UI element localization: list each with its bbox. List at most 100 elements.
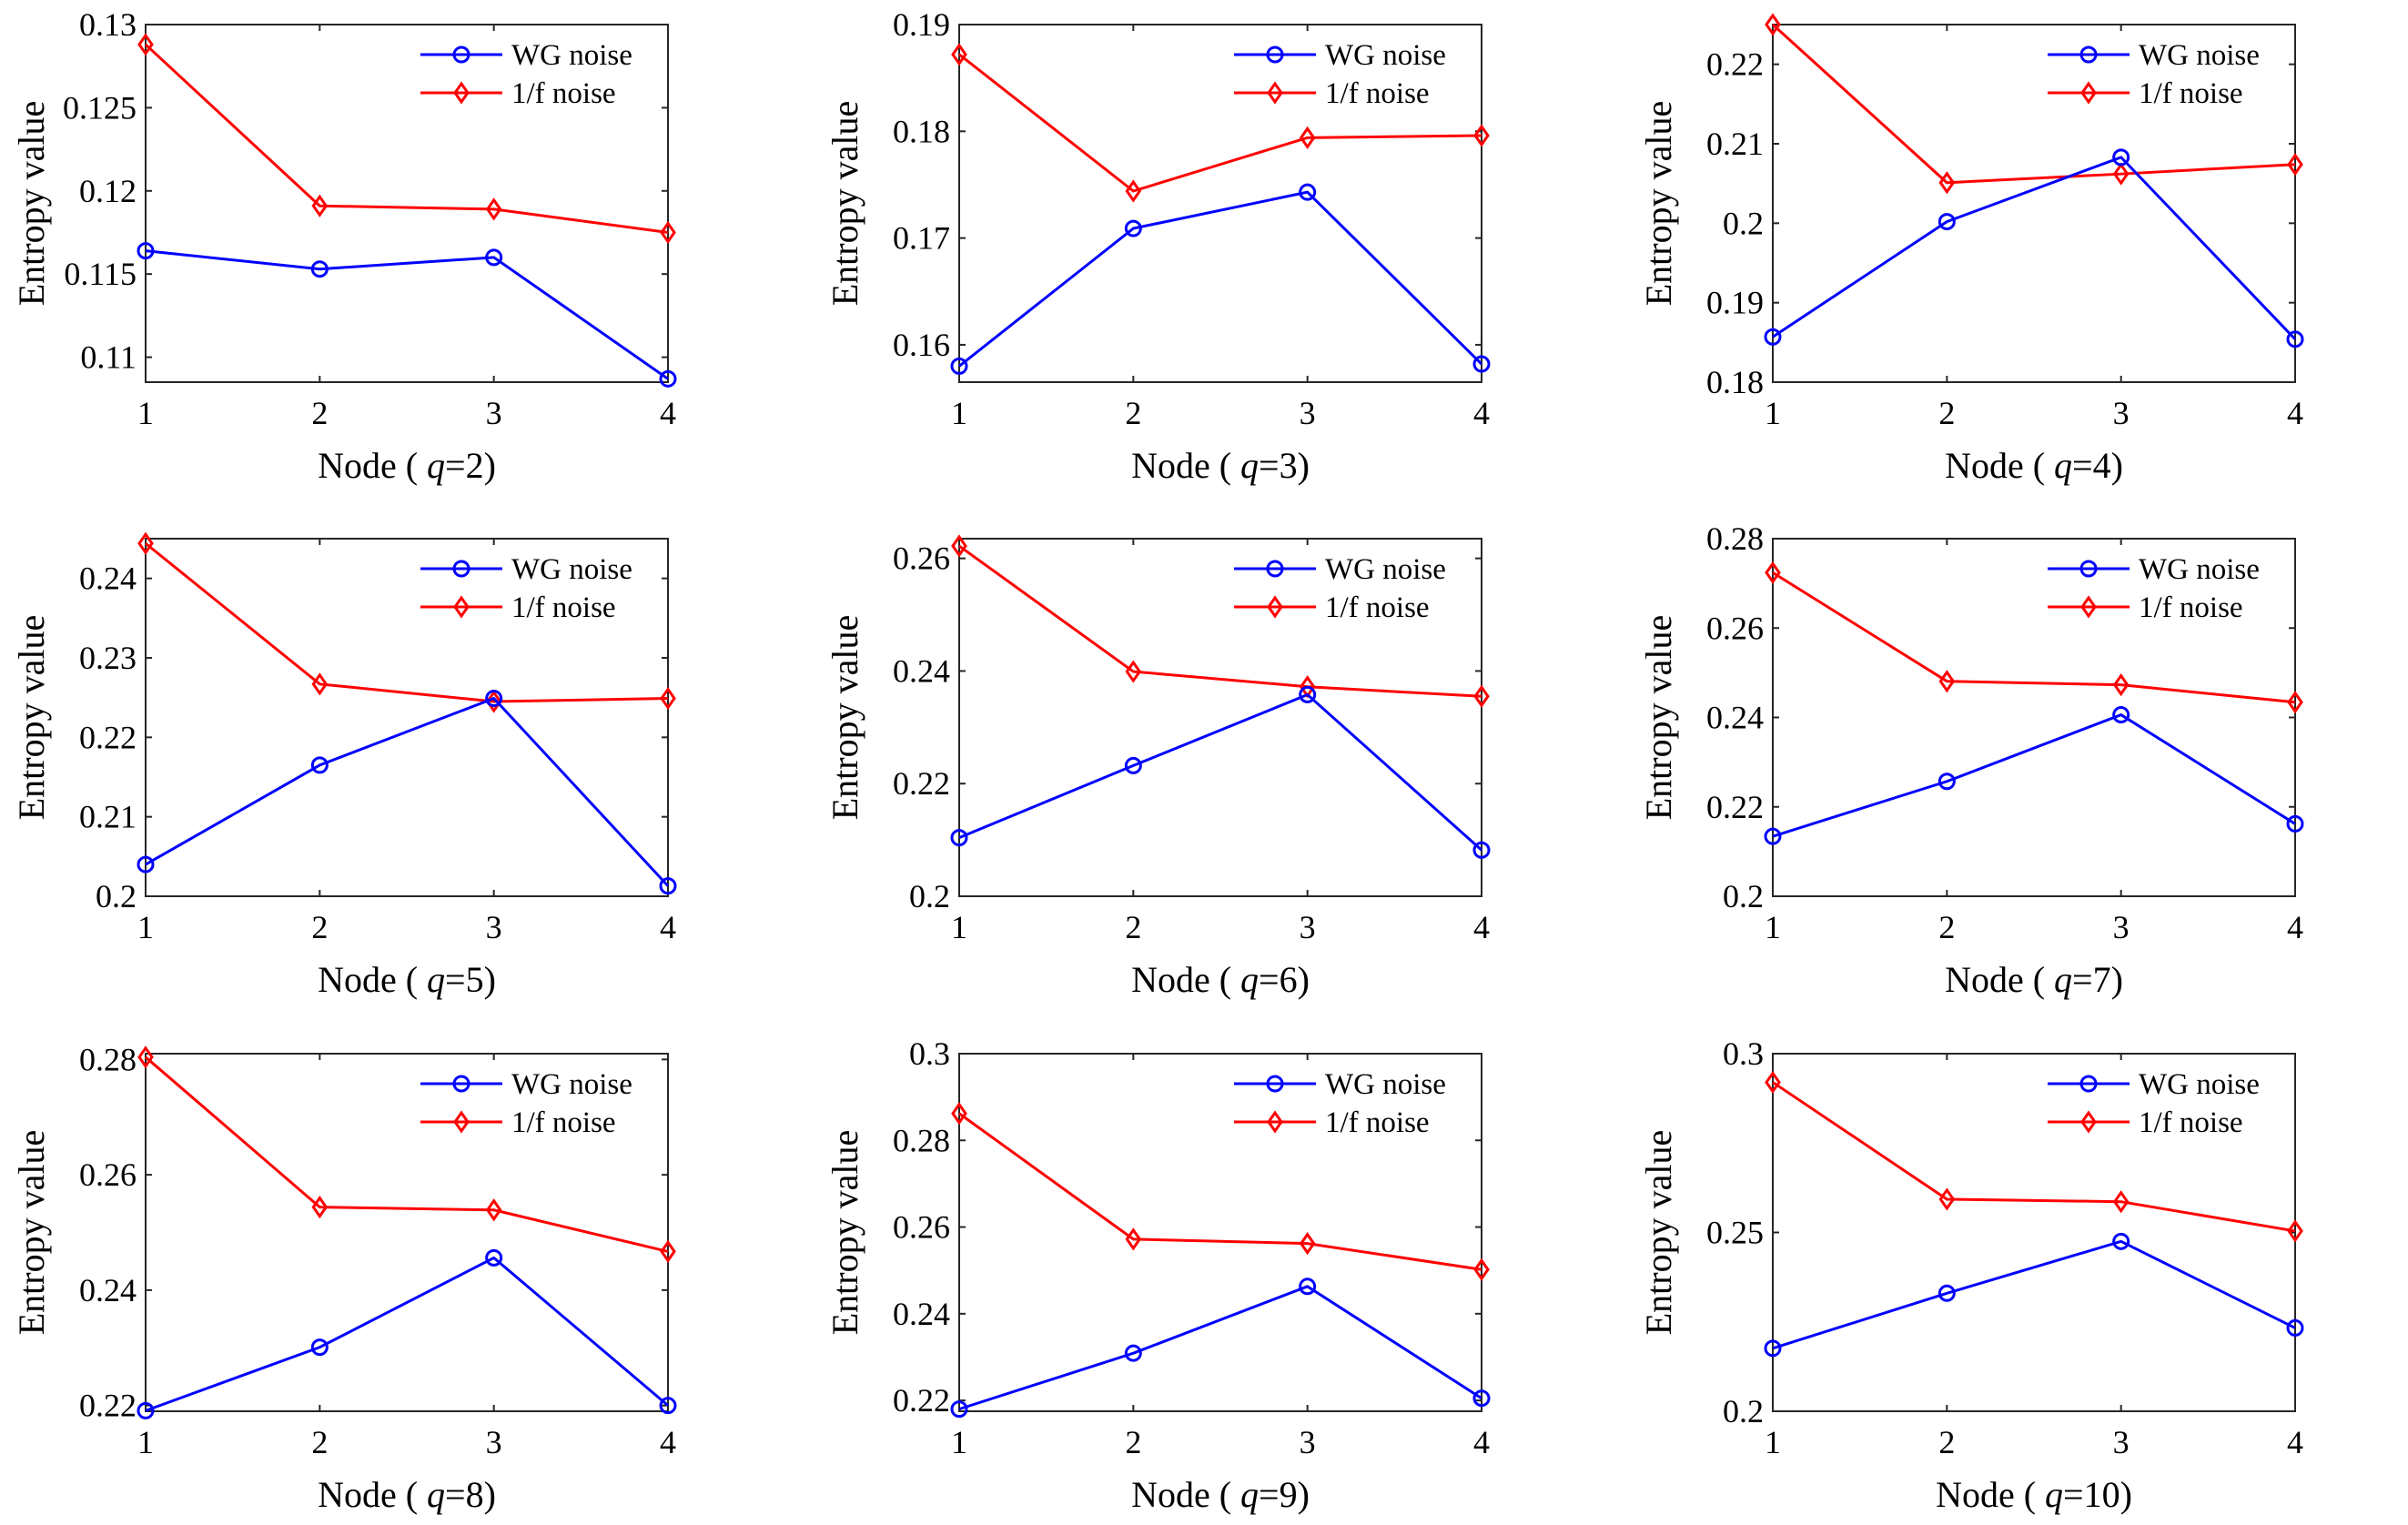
axes-box [958, 1053, 1482, 1412]
data-point-1f-noise [2287, 1219, 2303, 1243]
x-tick-label: 2 [311, 909, 328, 945]
data-point-1f-noise [1473, 684, 1490, 708]
chart-panel-1: 1 2 3 4 0.11 0.115 0.12 0.125 0.13 Entropy value N… [11, 6, 677, 486]
x-tick-label: 3 [486, 1424, 502, 1460]
data-point-1f-noise [485, 1198, 502, 1222]
legend-marker-circle [1266, 1075, 1284, 1093]
data-point-wg-noise [137, 242, 155, 260]
x-tick-label: 2 [1125, 909, 1141, 945]
legend-entry-wg-noise: WG noise [420, 39, 632, 72]
x-axis-label-suffix: =4) [2072, 445, 2123, 486]
y-tick-label: 0.25 [1706, 1215, 1764, 1251]
legend-label: WG noise [2139, 1068, 2260, 1101]
y-tick-label: 0.26 [79, 1156, 137, 1193]
y-tick-label: 0.11 [80, 339, 137, 376]
y-tick-label: 0.125 [63, 89, 137, 126]
y-tick-label: 0.2 [1723, 205, 1764, 241]
series-line-wg-noise [958, 1285, 1482, 1411]
chart-panel-2: 1 2 3 4 0.16 0.17 0.18 0.19 Entropy value Node ( … [825, 6, 1491, 486]
data-point-wg-noise [1124, 756, 1142, 774]
x-axis-label: Node ( q=6) [1131, 959, 1310, 1000]
legend-label: 1/f noise [1325, 591, 1430, 624]
x-axis-label-prefix: Node ( [1945, 959, 2054, 1000]
legend-entry-wg-noise: WG noise [1234, 39, 1446, 72]
legend-entry-1f-noise: 1/f noise [420, 1106, 616, 1139]
legend-marker-circle [2079, 1075, 2098, 1093]
legend-label: 1/f noise [2139, 1106, 2243, 1139]
x-tick-label: 1 [951, 1424, 967, 1460]
x-axis-label-prefix: Node ( [1131, 445, 1240, 486]
x-tick-label: 4 [2287, 395, 2303, 431]
x-tick-label: 3 [2113, 909, 2130, 945]
x-axis-label-suffix: =3) [1259, 445, 1310, 486]
data-point-wg-noise [1938, 213, 1956, 231]
legend-marker-circle [452, 45, 470, 64]
x-axis-label-prefix: Node ( [1131, 1474, 1240, 1515]
chart-panel-9: 1 2 3 4 0.2 0.25 0.3 Entropy value Node ( q=10) W… [1638, 1035, 2304, 1515]
x-axis-label-variable: q [427, 1474, 445, 1515]
chart-panel-4: 1 2 3 4 0.2 0.21 0.22 0.23 0.24 Entropy value Node… [11, 531, 677, 1000]
legend-entry-1f-noise: 1/f noise [420, 591, 616, 624]
axes-box [145, 24, 669, 383]
y-tick-label: 0.22 [893, 765, 950, 802]
legend-label: WG noise [511, 1068, 632, 1101]
legend-label: WG noise [2139, 39, 2260, 72]
y-tick-label: 0.16 [893, 327, 950, 363]
legend-entry-wg-noise: WG noise [1234, 1068, 1446, 1101]
data-point-wg-noise [2286, 814, 2304, 833]
legend-entry-1f-noise: 1/f noise [1234, 591, 1430, 624]
chart-panel-5: 1 2 3 4 0.2 0.22 0.24 0.26 Entropy value Node ( q… [825, 534, 1491, 1000]
data-point-1f-noise [1938, 670, 1956, 693]
axes-box [958, 24, 1482, 383]
data-point-wg-noise [485, 1248, 503, 1267]
y-tick-label: 0.21 [1706, 126, 1764, 162]
y-tick-label: 0.17 [893, 220, 950, 257]
y-tick-label: 0.23 [79, 640, 137, 676]
data-point-wg-noise [950, 829, 968, 847]
data-point-1f-noise [137, 33, 154, 56]
y-axis-label: Entropy value [1638, 615, 1679, 821]
x-axis-label-variable: q [2054, 445, 2072, 486]
legend-marker-diamond [2080, 595, 2097, 619]
legend-entry-wg-noise: WG noise [420, 1068, 632, 1101]
chart-panel-6: 1 2 3 4 0.2 0.22 0.24 0.26 0.28 Entropy value Node… [1638, 520, 2304, 1000]
y-tick-label: 0.2 [1723, 878, 1764, 914]
data-point-wg-noise [659, 1397, 677, 1415]
data-point-1f-noise [660, 686, 676, 711]
x-axis-label-suffix: =10) [2063, 1474, 2132, 1515]
x-tick-label: 2 [311, 1424, 328, 1460]
x-axis-label-variable: q [427, 959, 445, 1000]
legend-entry-wg-noise: WG noise [2048, 39, 2260, 72]
y-axis-label: Entropy value [1638, 101, 1679, 307]
x-tick-label: 1 [137, 395, 154, 431]
y-axis-label: Entropy value [11, 615, 52, 821]
y-tick-label: 0.28 [893, 1122, 950, 1158]
data-point-1f-noise [311, 672, 329, 696]
x-tick-label: 3 [1300, 1424, 1316, 1460]
y-tick-label: 0.19 [1706, 285, 1764, 321]
data-point-1f-noise [951, 534, 967, 558]
series-line-1f-noise [958, 53, 1482, 193]
x-tick-label: 4 [2287, 909, 2303, 945]
y-tick-label: 0.24 [893, 1296, 950, 1332]
series-line-wg-noise [145, 1256, 669, 1412]
data-point-wg-noise [137, 1401, 155, 1419]
x-tick-label: 1 [1765, 909, 1781, 945]
data-point-1f-noise [1473, 1257, 1490, 1281]
data-point-1f-noise [2287, 691, 2303, 714]
data-point-wg-noise [1299, 1278, 1317, 1296]
x-tick-label: 2 [1938, 909, 1955, 945]
x-axis-label: Node ( q=2) [318, 445, 496, 486]
chart-panel-7: 1 2 3 4 0.22 0.24 0.26 0.28 Entropy value Node ( … [11, 1041, 677, 1515]
x-axis-label-suffix: =8) [445, 1474, 496, 1515]
y-axis-label: Entropy value [825, 101, 865, 307]
x-axis-label: Node ( q=3) [1131, 445, 1310, 486]
x-axis-label-variable: q [2045, 1474, 2063, 1515]
y-tick-label: 0.21 [79, 799, 137, 835]
legend-entry-1f-noise: 1/f noise [2048, 77, 2243, 110]
x-tick-label: 2 [1938, 1424, 1955, 1460]
data-point-wg-noise [1472, 841, 1491, 859]
legend-label: WG noise [1325, 39, 1446, 72]
x-tick-label: 3 [1300, 909, 1316, 945]
